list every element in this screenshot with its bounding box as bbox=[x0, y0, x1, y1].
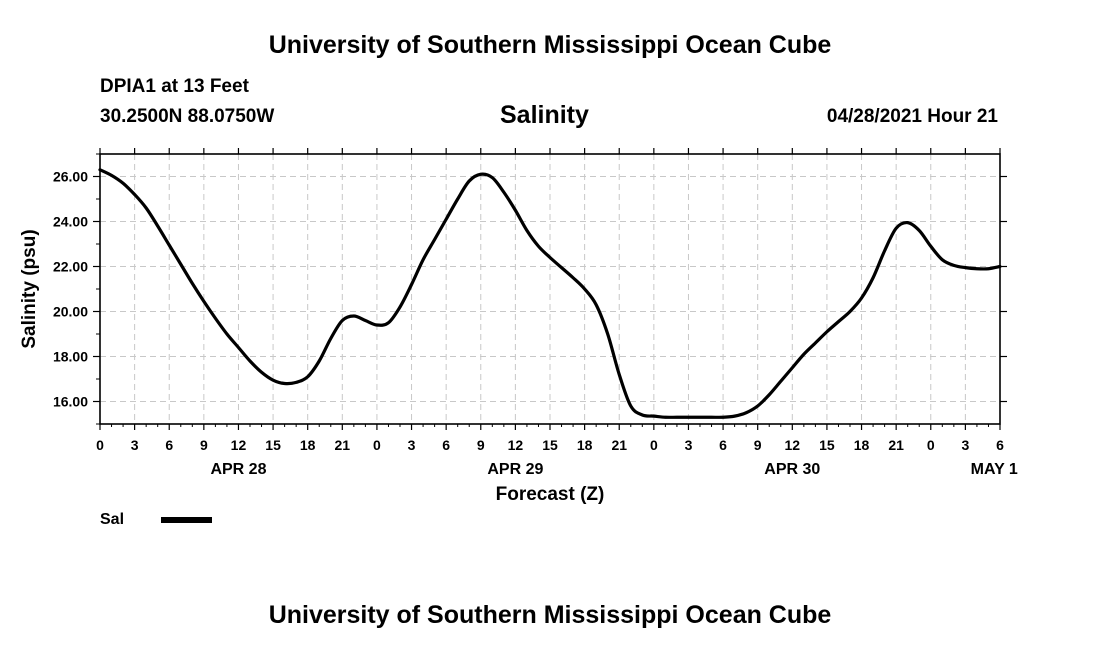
legend-line-swatch bbox=[161, 517, 212, 523]
y-tick-label: 24.00 bbox=[53, 214, 88, 230]
forecast-timestamp: 04/28/2021 Hour 21 bbox=[826, 106, 998, 127]
x-tick-label: 3 bbox=[685, 437, 693, 453]
x-tick-label: 3 bbox=[131, 437, 139, 453]
date-label: MAY 1 bbox=[971, 461, 1018, 478]
y-tick-label: 20.00 bbox=[53, 304, 88, 320]
x-tick-label: 12 bbox=[785, 437, 801, 453]
date-label: APR 28 bbox=[210, 461, 266, 478]
x-tick-label: 18 bbox=[300, 437, 316, 453]
x-tick-label: 21 bbox=[611, 437, 627, 453]
x-tick-label: 6 bbox=[719, 437, 727, 453]
x-tick-label: 6 bbox=[996, 437, 1004, 453]
x-tick-label: 0 bbox=[650, 437, 658, 453]
x-tick-label: 15 bbox=[542, 437, 558, 453]
x-axis-label: Forecast (Z) bbox=[496, 484, 605, 505]
y-tick-label: 18.00 bbox=[53, 349, 88, 365]
legend-label: Sal bbox=[100, 511, 125, 528]
x-tick-label: 9 bbox=[477, 437, 485, 453]
y-tick-label: 26.00 bbox=[53, 169, 88, 185]
x-tick-label: 0 bbox=[373, 437, 381, 453]
x-tick-label: 6 bbox=[442, 437, 450, 453]
x-tick-label: 21 bbox=[888, 437, 904, 453]
series-line-sal bbox=[98, 168, 1002, 419]
top-title: University of Southern Mississippi Ocean… bbox=[268, 31, 832, 59]
x-tick-label: 0 bbox=[96, 437, 104, 453]
x-tick-label: 15 bbox=[265, 437, 281, 453]
x-tick-label: 12 bbox=[231, 437, 247, 453]
series-layer bbox=[98, 168, 1002, 419]
y-tick-label: 22.00 bbox=[53, 259, 88, 275]
x-tick-label: 6 bbox=[165, 437, 173, 453]
bottom-title: University of Southern Mississippi Ocean… bbox=[268, 601, 832, 629]
date-label: APR 30 bbox=[764, 461, 820, 478]
y-axis-label: Salinity (psu) bbox=[19, 229, 40, 348]
salinity-chart: 0 3 6 9 12 15 18 21 0 3 6 9 12 15 18 21 0 3 6 9 12 15 18 21 0 3 6 A… bbox=[19, 148, 1018, 505]
station-coordinates: 30.2500N 88.0750W bbox=[100, 106, 275, 127]
x-tick-label: 18 bbox=[577, 437, 593, 453]
chart-title: Salinity bbox=[500, 101, 589, 129]
x-tick-label: 9 bbox=[200, 437, 208, 453]
station-name: DPIA1 at 13 Feet bbox=[100, 76, 249, 97]
x-tick-label: 9 bbox=[754, 437, 762, 453]
x-tick-label: 18 bbox=[854, 437, 870, 453]
x-tick-label: 12 bbox=[508, 437, 524, 453]
x-tick-label: 15 bbox=[819, 437, 835, 453]
x-tick-label: 3 bbox=[408, 437, 416, 453]
date-label: APR 29 bbox=[487, 461, 543, 478]
x-tick-label: 21 bbox=[335, 437, 351, 453]
x-tick-label: 3 bbox=[961, 437, 969, 453]
tick-labels: 0 3 6 9 12 15 18 21 0 3 6 9 12 15 18 21 0 3 6 9 12 15 18 21 0 3 6 A… bbox=[53, 169, 1018, 479]
tick-marks bbox=[93, 148, 1007, 430]
x-tick-label: 0 bbox=[927, 437, 935, 453]
y-tick-label: 16.00 bbox=[53, 394, 88, 410]
grid-lines bbox=[100, 154, 1000, 424]
